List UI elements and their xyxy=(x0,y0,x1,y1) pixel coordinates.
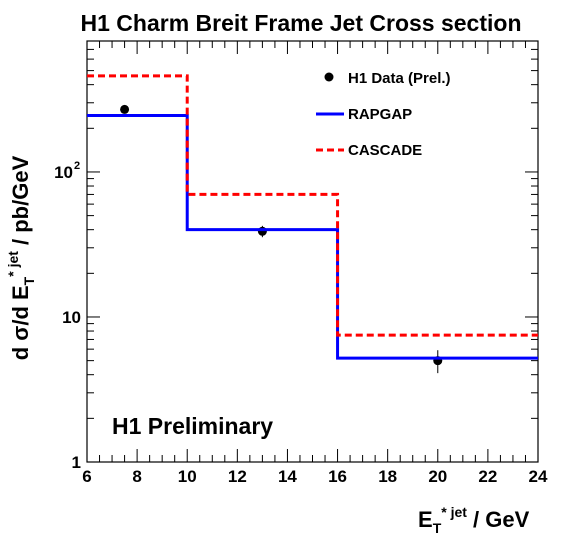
x-tick-label: 18 xyxy=(378,467,397,486)
x-axis-ticks: 6 8 10 12 14 16 18 20 22 24 xyxy=(82,41,548,486)
y-tick-label-exponent: 2 xyxy=(74,160,80,172)
legend-label: H1 Data (Prel.) xyxy=(348,70,451,87)
series-layer xyxy=(87,74,538,374)
legend-marker-data xyxy=(324,72,334,82)
y-axis-label: d σ/d ET* jet / pb/GeV xyxy=(5,155,37,360)
x-tick-label: 6 xyxy=(82,467,91,486)
x-tick-label: 24 xyxy=(529,467,548,486)
series-rapgap-line xyxy=(87,114,538,360)
x-tick-label: 22 xyxy=(478,467,497,486)
data-point xyxy=(257,226,267,236)
x-axis-label: ET* jet / GeV xyxy=(418,504,530,536)
y-tick-label: 10 xyxy=(62,308,81,327)
legend-label: RAPGAP xyxy=(348,106,412,123)
x-tick-label: 8 xyxy=(132,467,141,486)
chart-title: H1 Charm Breit Frame Jet Cross section xyxy=(81,10,522,36)
y-tick-label: 10 xyxy=(54,163,73,182)
x-tick-label: 14 xyxy=(278,467,297,486)
x-tick-label: 20 xyxy=(428,467,447,486)
x-tick-label: 12 xyxy=(228,467,247,486)
x-tick-label: 10 xyxy=(178,467,197,486)
data-point xyxy=(120,104,130,114)
x-tick-label: 16 xyxy=(328,467,347,486)
legend: H1 Data (Prel.) RAPGAP CASCADE xyxy=(316,70,451,159)
plot-frame xyxy=(86,40,539,463)
y-tick-label: 1 xyxy=(72,453,81,472)
legend-label: CASCADE xyxy=(348,142,422,159)
series-cascade-line xyxy=(87,74,538,337)
annotation-h1-preliminary: H1 Preliminary xyxy=(112,413,273,439)
